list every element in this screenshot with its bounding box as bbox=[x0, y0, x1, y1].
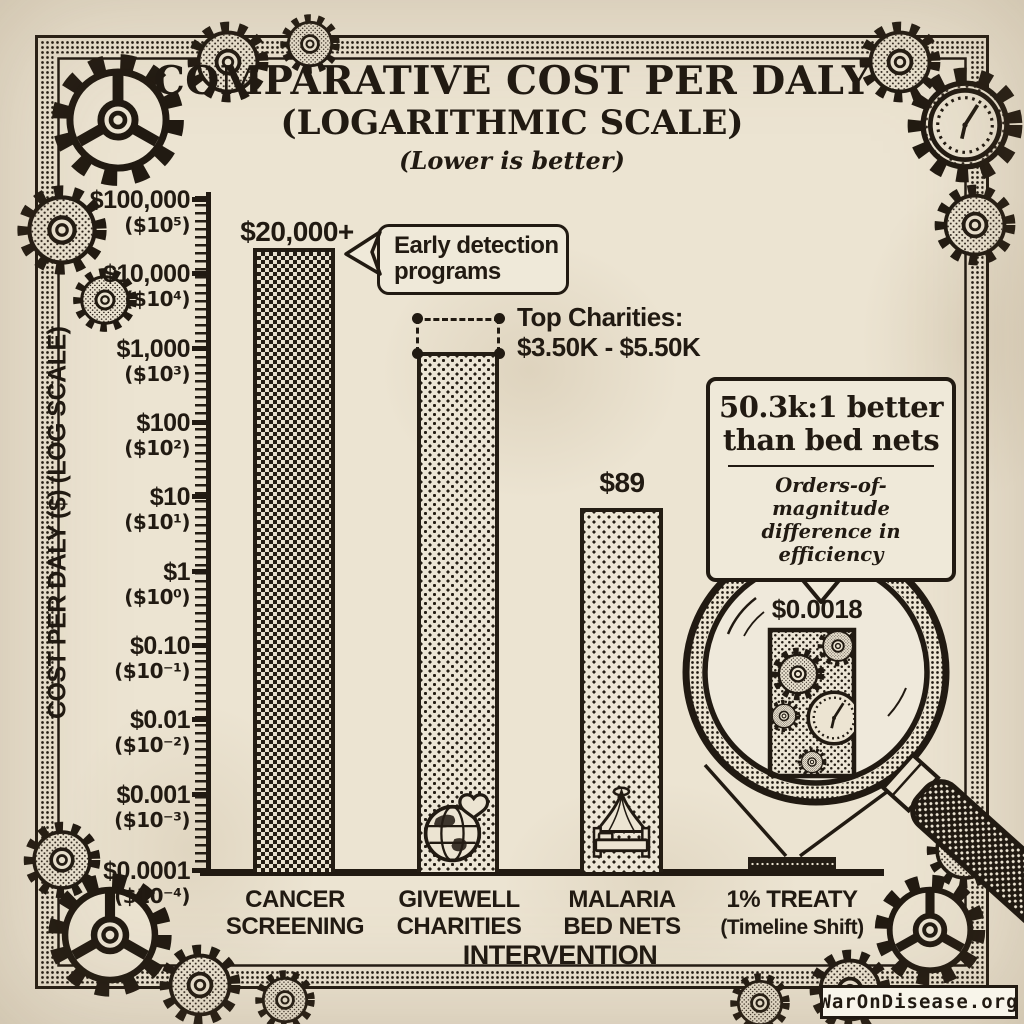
x-label-givewell: GIVEWELL CHARITIES bbox=[396, 886, 522, 940]
bar-one-percent-treaty bbox=[748, 857, 836, 870]
chart-subtitle: (LOGARITHMIC SCALE) bbox=[280, 103, 744, 143]
value-label-cancer: $20,000+ bbox=[240, 216, 354, 247]
annotation-early-detection: Early detection programs bbox=[377, 224, 569, 295]
ratio-callout: 50.3k:1 better than bed nets Orders-of-m… bbox=[706, 377, 956, 582]
chart-title: COMPARATIVE COST PER DALY bbox=[153, 58, 871, 104]
globe-heart-icon bbox=[421, 790, 495, 866]
y-tick: $0.01 ($10⁻²) bbox=[30, 707, 207, 757]
y-tick: $100,000 ($10⁵) bbox=[30, 187, 207, 237]
y-axis-minor-ticks bbox=[195, 196, 206, 868]
range-dot bbox=[412, 313, 423, 324]
bar-malaria-bed-nets bbox=[580, 508, 663, 872]
range-dot bbox=[494, 313, 505, 324]
y-tick: $1 ($10⁰) bbox=[30, 559, 207, 609]
bed-net-icon bbox=[584, 782, 659, 866]
y-tick: $0.001 ($10⁻³) bbox=[30, 782, 207, 832]
range-dot bbox=[494, 348, 505, 359]
value-range-bracket bbox=[416, 318, 500, 353]
y-tick: $100 ($10²) bbox=[30, 410, 207, 460]
range-dot bbox=[412, 348, 423, 359]
y-tick: $0.0001 ($10⁻⁴) bbox=[30, 858, 207, 908]
bar-cancer-screening bbox=[253, 248, 335, 872]
value-label-malaria: $89 bbox=[599, 467, 645, 498]
y-tick: $1,000 ($10³) bbox=[30, 336, 207, 386]
x-axis-title: INTERVENTION bbox=[462, 940, 658, 970]
y-tick: $10,000 ($10⁴) bbox=[30, 261, 207, 311]
x-label-malaria: MALARIA BED NETS bbox=[563, 886, 681, 940]
bar-givewell-charities bbox=[417, 352, 499, 872]
y-axis-line bbox=[206, 192, 211, 875]
value-range-label: Top Charities: $3.50K - $5.50K bbox=[517, 302, 701, 362]
lens-value-label: $0.0018 bbox=[771, 594, 863, 624]
x-label-cancer: CANCER SCREENING bbox=[225, 886, 365, 940]
x-axis-line bbox=[200, 869, 884, 876]
divider bbox=[728, 465, 934, 467]
clock-icon bbox=[930, 90, 999, 159]
x-label-treaty: 1% TREATY (Timeline Shift) bbox=[720, 886, 864, 939]
ratio-headline: 50.3k:1 better than bed nets bbox=[719, 390, 943, 457]
y-tick: $10 ($10¹) bbox=[30, 484, 207, 534]
watermark: WarOnDisease.org bbox=[819, 985, 1018, 1019]
y-tick: $0.10 ($10⁻¹) bbox=[30, 633, 207, 683]
chart-note: (Lower is better) bbox=[399, 146, 625, 175]
ratio-subtext: Orders-of-magnitude difference in effici… bbox=[761, 474, 901, 566]
